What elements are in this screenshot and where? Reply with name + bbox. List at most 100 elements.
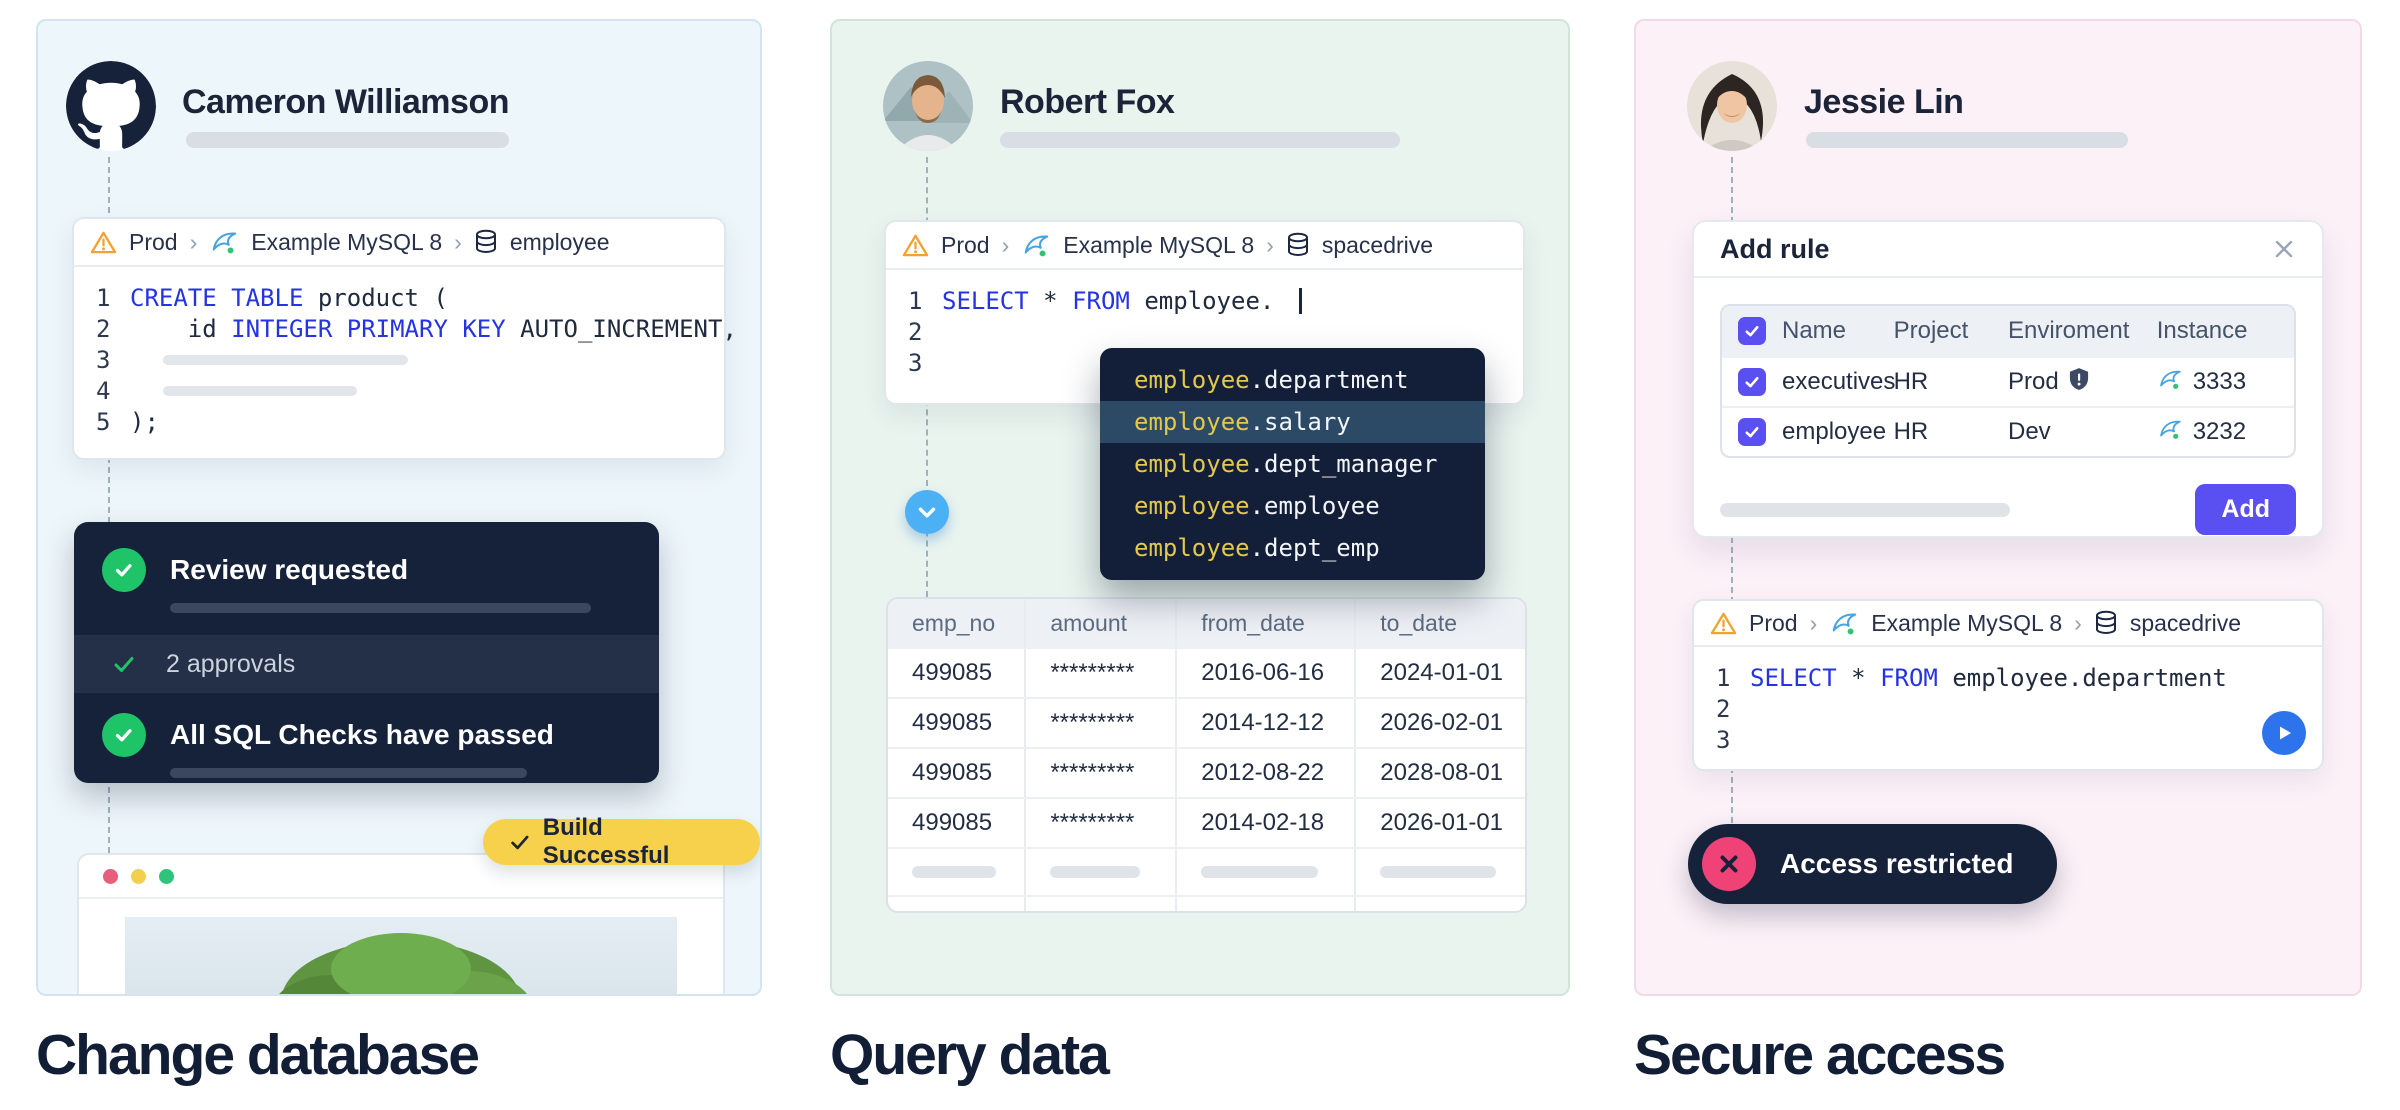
maximize-dot-icon[interactable] — [159, 868, 174, 884]
rule-instance-cell: 3333 — [2157, 366, 2294, 399]
mysql-dolphin-icon — [1021, 230, 1051, 260]
line-number: 4 — [96, 376, 111, 405]
column-label: Project — [1893, 317, 1969, 344]
autocomplete-prefix: employee — [1134, 450, 1250, 478]
user-name: Jessie Lin — [1804, 83, 1964, 121]
warning-icon — [902, 233, 929, 258]
table-cell: 2014-02-18 — [1175, 799, 1354, 847]
column-label: Enviroment — [2007, 317, 2130, 344]
breadcrumb-env[interactable]: Prod — [1749, 609, 1798, 636]
table-cell: 499085 — [912, 809, 993, 836]
code-line: 1 SELECT * FROM employee. — [886, 285, 1523, 316]
autocomplete-prefix: employee — [1134, 366, 1250, 394]
line-number: 2 — [1716, 694, 1731, 723]
add-button[interactable]: Add — [2195, 484, 2296, 535]
breadcrumb-source[interactable]: Example MySQL 8 — [251, 228, 443, 255]
access-restricted-label: Access restricted — [1780, 848, 2014, 879]
check-circle-icon — [102, 548, 146, 592]
scroll-down-button[interactable] — [905, 490, 949, 534]
rules-header-name: Name — [1722, 317, 1894, 345]
table-header-cell: from_date — [1175, 599, 1354, 647]
user-name: Cameron Williamson — [182, 83, 509, 121]
table-ghost-cell — [1024, 849, 1175, 895]
flow-connector — [108, 157, 110, 863]
dialog-title: Add rule — [1720, 233, 1830, 264]
autocomplete-item[interactable]: employee .salary — [1100, 401, 1485, 443]
breadcrumb-source[interactable]: Example MySQL 8 — [1871, 609, 2063, 636]
breadcrumb-source[interactable]: Example MySQL 8 — [1063, 231, 1255, 258]
rule-name-label: executives — [1782, 368, 1896, 395]
code-line: 1 CREATE TABLE product ( — [74, 282, 724, 313]
minimize-dot-icon[interactable] — [131, 868, 146, 884]
warning-icon — [90, 230, 117, 255]
code-area[interactable]: 1 SELECT * FROM employee.department 2 3 — [1694, 647, 2322, 770]
table-cell — [1175, 897, 1354, 911]
code-area[interactable]: 1 CREATE TABLE product (2 id INTEGER PRIM… — [74, 267, 737, 452]
breadcrumb-env[interactable]: Prod — [129, 228, 178, 255]
breadcrumb-env[interactable]: Prod — [941, 231, 990, 258]
sql-text: AUTO_INCREMENT, — [505, 314, 737, 343]
column-label: Name — [1782, 317, 1847, 344]
rule-row: employee HR Dev 3232 — [1722, 406, 2294, 456]
code-line: 3 — [1694, 724, 2322, 755]
database-icon — [2094, 610, 2118, 636]
warning-icon — [1710, 611, 1737, 636]
table-ghost-row — [888, 847, 1525, 895]
approvals-label: 2 approvals — [166, 649, 296, 678]
table-ghost-cell — [1175, 849, 1354, 895]
breadcrumb-database[interactable]: employee — [509, 228, 610, 255]
table-cell: ********* — [1024, 749, 1175, 797]
chevron-right-icon: › — [2074, 609, 2082, 636]
table-cell: 499085 — [912, 709, 993, 736]
table-row: 499085 ********* 2014-12-12 2026-02-01 — [888, 697, 1525, 747]
sql-checks-row: All SQL Checks have passed — [74, 693, 659, 778]
breadcrumb-database[interactable]: spacedrive — [1321, 231, 1434, 258]
select-all-checkbox[interactable] — [1738, 317, 1766, 345]
close-dot-icon[interactable] — [103, 868, 118, 884]
mysql-dolphin-icon — [2159, 370, 2181, 389]
rule-environment-cell: Dev — [2008, 418, 2157, 446]
autocomplete-prefix: employee — [1134, 534, 1250, 562]
autocomplete-dropdown: employee .department employee .salary employ… — [1100, 348, 1485, 580]
rule-checkbox[interactable] — [1738, 368, 1766, 396]
run-query-button[interactable] — [2262, 711, 2306, 755]
autocomplete-item[interactable]: employee .dept_emp — [1100, 527, 1485, 569]
cell-placeholder — [912, 866, 996, 878]
text-caret — [1298, 287, 1302, 314]
footer-placeholder — [1720, 502, 2010, 517]
autocomplete-item[interactable]: employee .employee — [1100, 485, 1485, 527]
chevron-down-icon — [918, 507, 936, 518]
table-cell: ********* — [1024, 799, 1175, 847]
user-avatar — [1687, 61, 1777, 151]
sql-text: id — [130, 314, 232, 343]
jessie-lin-photo — [1687, 61, 1777, 151]
table-cell: 499085 — [912, 659, 993, 686]
breadcrumb-database[interactable]: spacedrive — [2129, 609, 2242, 636]
code-line: 4 — [74, 375, 724, 406]
autocomplete-item[interactable]: employee .dept_manager — [1100, 443, 1485, 485]
code-line: 2 id INTEGER PRIMARY KEY AUTO_INCREMENT, — [74, 313, 737, 344]
code-line: 3 — [886, 347, 1523, 378]
dialog-header: Add rule — [1694, 222, 2322, 278]
sql-text: employee. — [1144, 286, 1289, 315]
close-icon[interactable] — [2272, 237, 2296, 261]
autocomplete-prefix: employee — [1134, 492, 1250, 520]
rule-row: executives HR Prod 3333 — [1722, 356, 2294, 406]
sql-keyword: SELECT — [942, 286, 1044, 315]
autocomplete-suffix: .dept_emp — [1249, 534, 1380, 562]
github-icon — [66, 61, 156, 149]
caption-query-data: Query data — [830, 1023, 1110, 1087]
rules-header-row: Name Project Enviroment Instance — [1722, 306, 2294, 356]
line-number: 5 — [96, 407, 111, 436]
user-name: Robert Fox — [1000, 83, 1175, 121]
play-icon — [2280, 726, 2291, 740]
rule-checkbox[interactable] — [1738, 418, 1766, 446]
autocomplete-item[interactable]: employee .department — [1100, 359, 1485, 401]
table-header-row: emp_no amount from_date to_date — [888, 599, 1525, 647]
breadcrumb: Prod › Example MySQL 8 › spacedrive — [886, 222, 1523, 270]
table-cell: 2014-12-12 — [1175, 699, 1354, 747]
site-preview — [125, 917, 677, 994]
line-number: 3 — [908, 348, 923, 377]
